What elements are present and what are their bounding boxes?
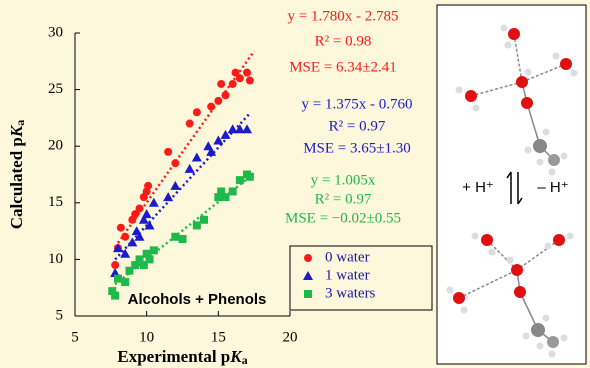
legend-marker <box>304 290 312 298</box>
figure: + H⁺ – H⁺ 5 10 15 20 25 30 5 10 15 20 Experimental… <box>0 0 590 368</box>
point <box>185 164 195 173</box>
y-tick-label: 15 <box>48 194 63 210</box>
y-tick-label: 5 <box>56 307 64 323</box>
equation-text: MSE = 3.65±1.30 <box>303 140 411 156</box>
y-tick-label: 10 <box>48 251 63 267</box>
protonate-label: + H⁺ <box>462 179 494 196</box>
point <box>114 275 122 283</box>
equation-text: R² = 0.98 <box>315 33 372 49</box>
equation-text: y = 1.375x - 0.760 <box>302 96 413 112</box>
y-axis-label-part: a <box>13 120 27 126</box>
point <box>193 221 201 229</box>
x-axis-label: Experimental pKa <box>117 347 247 367</box>
point <box>229 80 237 88</box>
legend-label: 3 waters <box>325 285 376 301</box>
point <box>146 255 154 263</box>
y-axis-label-part: Calculated p <box>7 137 26 229</box>
point <box>111 261 119 269</box>
y-tick-label: 25 <box>48 81 63 97</box>
point <box>171 233 179 241</box>
point <box>222 193 230 201</box>
point <box>121 233 129 241</box>
point <box>246 77 254 85</box>
point <box>236 74 244 82</box>
point <box>222 91 230 99</box>
y-tick-label: 20 <box>48 138 63 154</box>
inset-label: Alcohols + Phenols <box>128 291 267 308</box>
legend-label: 0 water <box>325 249 370 265</box>
point <box>217 80 225 88</box>
point <box>200 216 208 224</box>
point <box>214 97 222 105</box>
y-axis-label: Calculated pKa <box>7 120 27 229</box>
point <box>144 182 152 190</box>
equation-text: R² = 0.97 <box>315 191 372 207</box>
point <box>164 148 172 156</box>
point <box>142 209 152 218</box>
x-tick-label: 20 <box>283 329 298 345</box>
equation-text: MSE = 6.34±2.41 <box>289 59 397 75</box>
point <box>111 292 119 300</box>
equation-text: MSE = −0.02±0.55 <box>285 210 401 226</box>
equation-text: y = 1.780x - 2.785 <box>288 8 399 24</box>
y-tick-label: 30 <box>48 24 63 40</box>
equation-text: R² = 0.97 <box>329 118 386 134</box>
point <box>163 192 173 201</box>
point <box>229 187 237 195</box>
point <box>243 69 251 77</box>
deprotonate-label: – H⁺ <box>537 179 568 196</box>
point <box>136 204 144 212</box>
x-tick-label: 5 <box>71 329 79 345</box>
point <box>192 153 202 162</box>
point <box>170 181 180 190</box>
point <box>193 108 201 116</box>
equation-text: y = 1.005x <box>311 172 376 188</box>
point <box>207 103 215 111</box>
point <box>236 176 244 184</box>
x-tick-label: 15 <box>211 329 226 345</box>
x-axis-label-part: Experimental p <box>117 347 230 366</box>
x-tick-label: 10 <box>139 329 154 345</box>
legend-label: 1 water <box>325 267 370 283</box>
point <box>150 246 158 254</box>
legend-marker <box>304 254 312 262</box>
point <box>117 224 125 232</box>
x-axis-label-part: a <box>242 353 248 367</box>
point <box>149 198 159 207</box>
point <box>242 124 252 133</box>
point <box>179 235 187 243</box>
point <box>121 278 129 286</box>
point <box>186 120 194 128</box>
point <box>171 159 179 167</box>
point <box>246 173 254 181</box>
